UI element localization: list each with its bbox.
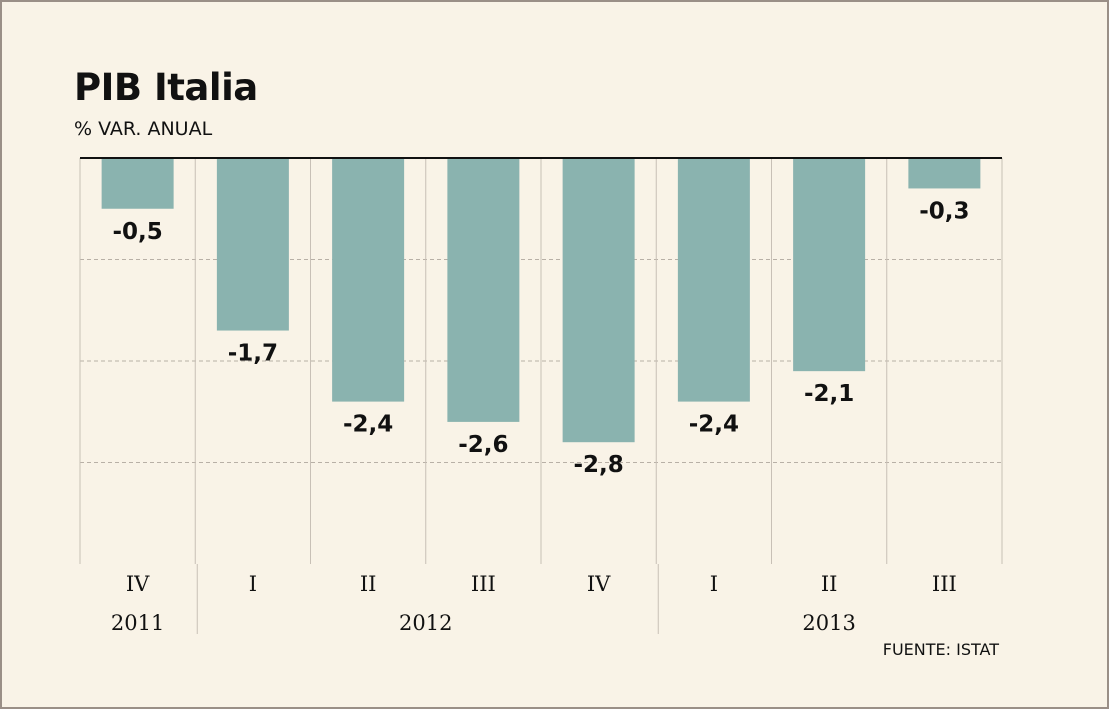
bar: [447, 158, 520, 422]
bars-layer: [101, 158, 981, 443]
bar: [332, 158, 405, 402]
data-label: -1,7: [228, 341, 278, 367]
bar: [908, 158, 981, 189]
chart-title: PIB Italia: [74, 66, 258, 109]
data-label: -0,3: [919, 198, 969, 224]
data-label: -2,8: [573, 452, 623, 478]
data-label: -2,6: [458, 432, 508, 458]
data-label: -0,5: [112, 219, 162, 245]
source-note: FUENTE: ISTAT: [882, 640, 999, 659]
quarter-tick-label: II: [821, 572, 838, 596]
year-label: 2013: [802, 611, 855, 635]
data-label: -2,4: [689, 412, 739, 438]
quarter-tick-label: III: [932, 572, 957, 596]
quarter-tick-label: IV: [126, 572, 150, 596]
labels-layer: -0,5 -1,7 -2,4 -2,6 -2,8 -2,4 -2,1 -0,3: [112, 198, 969, 478]
grid-layer: [79, 158, 1003, 564]
quarter-tick-label: IV: [587, 572, 611, 596]
quarter-tick-label: III: [471, 572, 496, 596]
bar: [562, 158, 635, 443]
bar: [216, 158, 289, 331]
quarter-tick-label: II: [360, 572, 377, 596]
bar: [793, 158, 866, 372]
bar: [101, 158, 174, 209]
year-label: 2011: [111, 611, 164, 635]
quarter-tick-label: I: [249, 572, 257, 596]
bar: [677, 158, 750, 402]
chart-subtitle: % VAR. ANUAL: [74, 118, 213, 140]
data-label: -2,1: [804, 381, 854, 407]
quarter-tick-label: I: [710, 572, 718, 596]
data-label: -2,4: [343, 412, 393, 438]
year-label: 2012: [399, 611, 452, 635]
